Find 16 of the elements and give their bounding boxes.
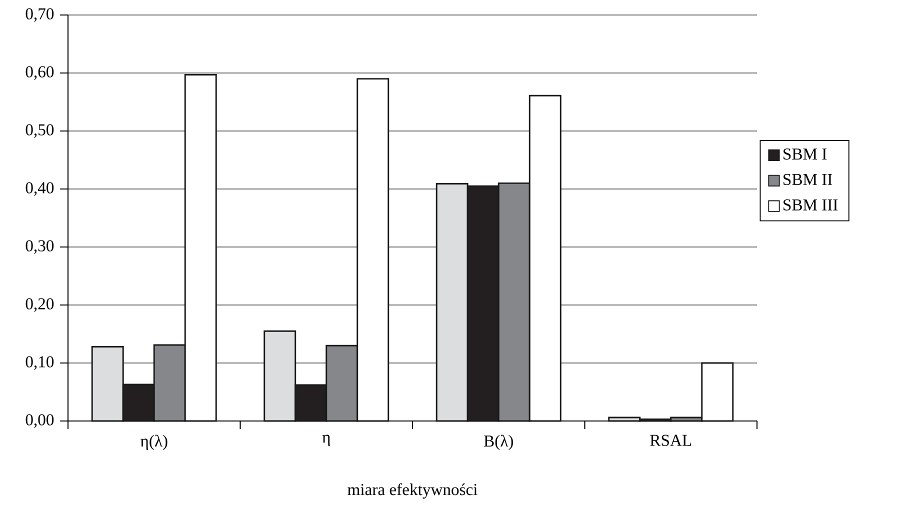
- x-tick-label: B(λ): [484, 434, 513, 450]
- x-axis-title: miara efektywności: [348, 483, 478, 499]
- y-tick-label: 0,40: [26, 182, 54, 196]
- legend-label: SBM II: [784, 174, 832, 186]
- y-tick-label: 0,00: [26, 414, 54, 428]
- x-tick-label: RSAL: [650, 434, 692, 446]
- x-tick-label: η: [322, 434, 330, 446]
- y-tick-label: 0,70: [26, 8, 54, 22]
- y-tick-label: 0,50: [26, 124, 54, 138]
- y-tick-label: 0,20: [26, 298, 54, 312]
- legend-label: SBM I: [784, 148, 827, 160]
- y-tick-label: 0,30: [26, 240, 54, 254]
- legend-label: SBM III: [784, 199, 838, 211]
- y-tick-label: 0,60: [26, 66, 54, 80]
- y-tick-label: 0,10: [26, 356, 54, 370]
- x-tick-label: η(λ): [140, 434, 168, 450]
